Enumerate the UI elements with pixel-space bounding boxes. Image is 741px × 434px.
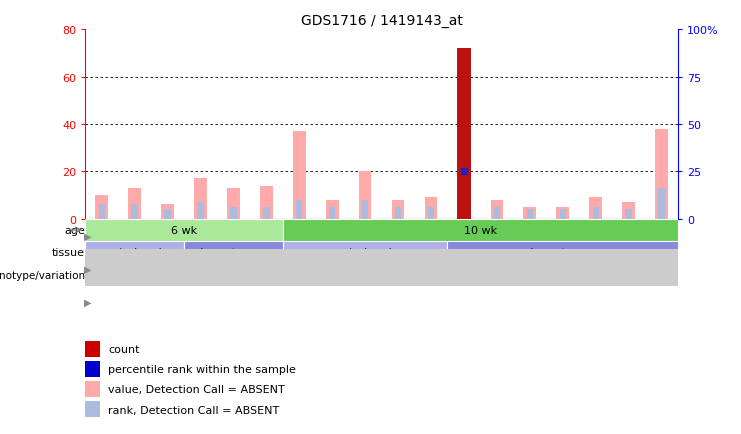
Text: ▶: ▶ <box>84 264 91 274</box>
Bar <box>293 132 305 219</box>
Bar <box>162 205 174 219</box>
Text: genotype/variation: genotype/variation <box>0 270 85 280</box>
Bar <box>85 219 678 434</box>
Bar <box>556 207 569 219</box>
Text: mutant: mutant <box>592 270 633 280</box>
Text: percentile rank within the sample: percentile rank within the sample <box>108 365 296 375</box>
Bar <box>96 196 108 219</box>
Bar <box>283 219 678 242</box>
Bar <box>622 203 635 219</box>
Text: 10 wk: 10 wk <box>464 225 497 235</box>
Bar <box>85 361 99 377</box>
Text: rank, Detection Call = ABSENT: rank, Detection Call = ABSENT <box>108 404 279 414</box>
Bar <box>658 188 665 219</box>
Text: value, Detection Call = ABSENT: value, Detection Call = ABSENT <box>108 385 285 395</box>
Bar <box>283 242 448 264</box>
Bar <box>194 179 207 219</box>
Text: tissue: tissue <box>52 248 85 258</box>
Text: mutant: mutant <box>164 270 205 280</box>
Bar <box>523 207 536 219</box>
Bar <box>559 210 566 219</box>
Bar <box>329 207 336 219</box>
Text: spinal cord: spinal cord <box>108 248 162 258</box>
Bar <box>326 201 339 219</box>
Text: control: control <box>477 270 516 280</box>
Bar <box>362 201 368 219</box>
Text: mutant: mutant <box>394 270 435 280</box>
Bar <box>99 205 105 219</box>
Bar <box>131 205 138 219</box>
Bar <box>428 207 434 219</box>
Bar <box>296 201 302 219</box>
Title: GDS1716 / 1419143_at: GDS1716 / 1419143_at <box>301 14 462 28</box>
Text: control: control <box>313 270 351 280</box>
Bar <box>359 172 371 219</box>
Bar <box>85 341 99 357</box>
Bar <box>128 188 141 219</box>
Bar <box>227 188 240 219</box>
Bar <box>184 242 283 264</box>
Bar <box>263 207 270 219</box>
Bar <box>527 210 533 219</box>
Bar <box>260 186 273 219</box>
Bar <box>448 242 678 264</box>
Text: spinal cord: spinal cord <box>339 248 392 258</box>
Bar <box>283 264 382 286</box>
Bar <box>85 264 283 286</box>
Bar <box>165 210 170 219</box>
Text: 6 wk: 6 wk <box>171 225 197 235</box>
Bar <box>589 198 602 219</box>
Bar <box>593 207 599 219</box>
Text: ▶: ▶ <box>84 297 91 306</box>
Bar <box>395 207 402 219</box>
Bar <box>85 219 283 242</box>
Bar <box>425 198 437 219</box>
Bar <box>546 264 678 286</box>
Text: ocular motor neuron: ocular motor neuron <box>513 248 613 258</box>
Bar <box>382 264 448 286</box>
Text: ▶: ▶ <box>84 232 91 241</box>
Bar <box>392 201 405 219</box>
Bar <box>85 401 99 417</box>
Bar <box>625 210 632 219</box>
Bar <box>457 49 471 219</box>
Text: count: count <box>108 345 140 355</box>
Bar <box>230 207 236 219</box>
Bar <box>491 201 503 219</box>
Text: age: age <box>64 225 85 235</box>
Bar <box>494 207 500 219</box>
Bar <box>448 264 546 286</box>
Text: ocular motor neuron: ocular motor neuron <box>184 248 283 258</box>
Bar <box>85 381 99 397</box>
Bar <box>85 242 184 264</box>
Bar <box>197 203 204 219</box>
Bar <box>655 129 668 219</box>
